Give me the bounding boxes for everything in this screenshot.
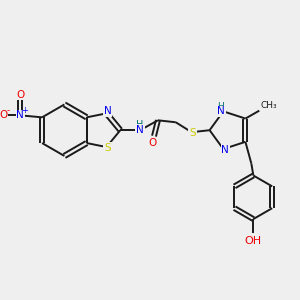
Text: O: O	[148, 138, 156, 148]
Text: OH: OH	[245, 236, 262, 246]
Text: H: H	[136, 120, 144, 130]
Text: N: N	[136, 125, 144, 135]
Text: CH₃: CH₃	[260, 101, 277, 110]
Text: N: N	[103, 106, 111, 116]
Text: S: S	[189, 128, 196, 138]
Text: O: O	[16, 90, 24, 100]
Text: S: S	[104, 143, 111, 153]
Text: H: H	[217, 102, 224, 111]
Text: N: N	[16, 110, 24, 120]
Text: O: O	[0, 110, 8, 120]
Text: N: N	[221, 145, 229, 155]
Text: -: -	[7, 106, 10, 115]
Text: N: N	[218, 106, 225, 116]
Text: +: +	[21, 106, 28, 115]
